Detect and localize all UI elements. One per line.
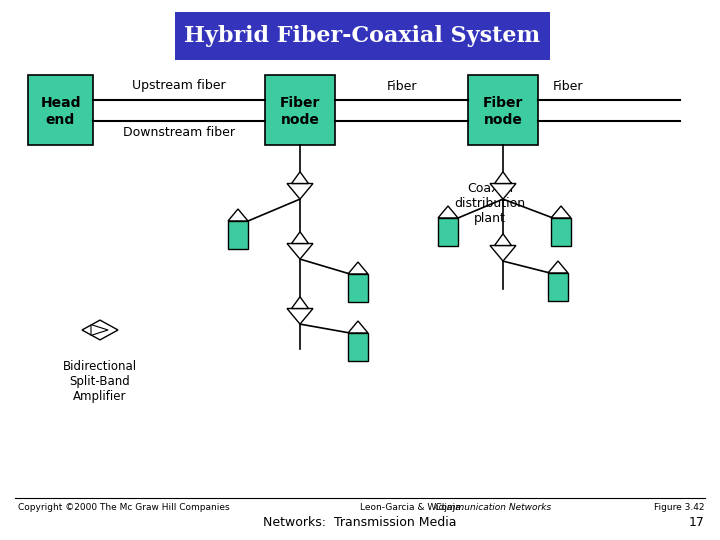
Text: Leon-Garcia & Widjaja:: Leon-Garcia & Widjaja: xyxy=(360,503,469,512)
Polygon shape xyxy=(287,308,313,324)
Bar xyxy=(468,75,538,145)
Bar xyxy=(438,218,458,246)
Polygon shape xyxy=(228,209,248,221)
Polygon shape xyxy=(292,172,308,184)
Text: node: node xyxy=(281,113,320,127)
Text: Coaxial
distribution
plant: Coaxial distribution plant xyxy=(454,182,526,225)
Polygon shape xyxy=(495,172,511,184)
Polygon shape xyxy=(551,206,571,218)
Text: 17: 17 xyxy=(689,516,705,529)
Text: Communication Networks: Communication Networks xyxy=(435,503,552,512)
Text: Downstream fiber: Downstream fiber xyxy=(123,125,235,138)
Bar xyxy=(28,75,93,145)
Bar xyxy=(175,12,550,60)
Polygon shape xyxy=(287,244,313,259)
Text: Fiber: Fiber xyxy=(280,96,320,110)
Text: end: end xyxy=(46,113,75,127)
Polygon shape xyxy=(91,325,108,335)
Text: Fiber: Fiber xyxy=(483,96,523,110)
Polygon shape xyxy=(348,321,368,333)
Polygon shape xyxy=(292,232,308,244)
Bar xyxy=(551,218,571,246)
Text: Head: Head xyxy=(40,96,81,110)
Bar xyxy=(348,274,368,302)
Polygon shape xyxy=(292,297,308,308)
Text: Fiber: Fiber xyxy=(386,79,417,92)
Text: Upstream fiber: Upstream fiber xyxy=(132,79,226,92)
Polygon shape xyxy=(548,261,568,273)
Polygon shape xyxy=(348,262,368,274)
Polygon shape xyxy=(287,184,313,199)
Polygon shape xyxy=(438,206,458,218)
Bar xyxy=(265,75,335,145)
Text: Copyright ©2000 The Mc Graw Hill Companies: Copyright ©2000 The Mc Graw Hill Compani… xyxy=(18,503,230,512)
Polygon shape xyxy=(82,320,118,340)
Bar xyxy=(348,333,368,361)
Text: Figure 3.42: Figure 3.42 xyxy=(654,503,705,512)
Polygon shape xyxy=(490,246,516,261)
Text: Fiber: Fiber xyxy=(553,79,583,92)
Text: node: node xyxy=(484,113,523,127)
Text: Bidirectional
Split-Band
Amplifier: Bidirectional Split-Band Amplifier xyxy=(63,360,137,403)
Polygon shape xyxy=(495,234,511,246)
Text: Networks:  Transmission Media: Networks: Transmission Media xyxy=(264,516,456,529)
Bar xyxy=(548,273,568,301)
Bar xyxy=(228,221,248,249)
Polygon shape xyxy=(490,184,516,199)
Text: Hybrid Fiber-Coaxial System: Hybrid Fiber-Coaxial System xyxy=(184,25,541,47)
